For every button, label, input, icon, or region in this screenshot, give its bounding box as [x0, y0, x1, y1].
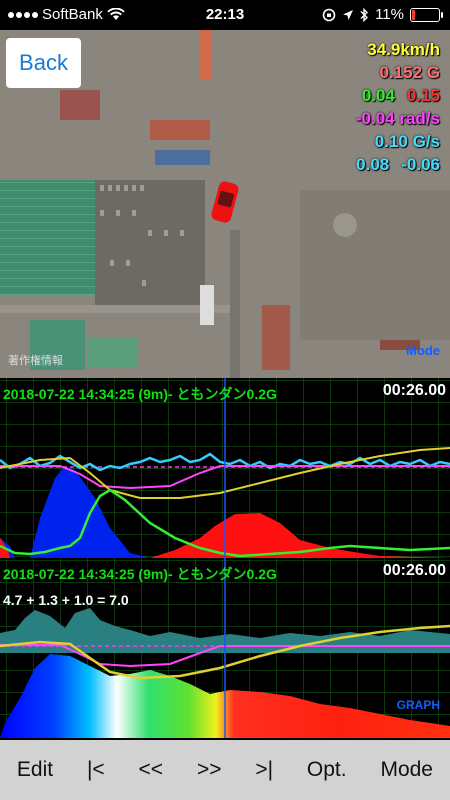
mode-button[interactable]: Mode: [380, 758, 433, 781]
bluetooth-icon: [360, 7, 369, 22]
graph-1-header: 2018-07-22 14:34:25 (9m)- ともンダン0.2G: [3, 386, 277, 402]
graph-1-yellow-line: [0, 447, 450, 499]
wifi-icon: [107, 8, 125, 20]
graph-2-yellow-line: [0, 624, 450, 680]
graph-2-magenta-line: [0, 644, 450, 668]
back-button[interactable]: Back: [6, 38, 81, 88]
graph-1-canvas: [0, 378, 450, 558]
options-button[interactable]: Opt.: [306, 758, 347, 781]
graph-panel-2[interactable]: 2018-07-22 14:34:25 (9m)- ともンダン0.2G 00:2…: [0, 558, 450, 738]
rewind-button[interactable]: <<: [138, 758, 164, 781]
g-rate-readout: 0.10 G/s: [374, 132, 440, 151]
edit-button[interactable]: Edit: [16, 758, 54, 781]
graph-2-formula: 4.7 + 1.3 + 1.0 = 7.0: [3, 592, 129, 608]
g-force-readout: 0.152 G: [379, 63, 441, 82]
g-rate-split-readout: 0.08 -0.06: [344, 153, 440, 176]
map-imagery: [0, 30, 450, 378]
status-right: 11%: [322, 6, 443, 23]
first-frame-button[interactable]: |<: [86, 758, 105, 781]
graph-2-canvas: [0, 558, 450, 738]
carrier-name: SoftBank: [42, 6, 103, 23]
map-copyright-link[interactable]: 著作権情報: [8, 355, 63, 367]
map-mode-button[interactable]: Mode: [406, 343, 440, 358]
graph-1-magenta-line: [0, 465, 450, 490]
fast-forward-button[interactable]: >>: [196, 758, 222, 781]
graph-2-header: 2018-07-22 14:34:25 (9m)- ともンダン0.2G: [3, 566, 277, 582]
graph-2-teal-area: [0, 608, 450, 653]
g-rate-left-value: 0.08: [356, 155, 390, 174]
status-bar: SoftBank 22:13 11%: [0, 0, 450, 30]
last-frame-button[interactable]: >|: [255, 758, 274, 781]
g-left-value: 0.04: [361, 86, 395, 105]
bottom-toolbar: Edit |< << >> >| Opt. Mode: [0, 740, 450, 800]
rotation-readout: -0.04 rad/s: [355, 109, 440, 128]
carrier-info: SoftBank: [8, 6, 125, 23]
location-arrow-icon: [343, 9, 354, 20]
g-rate-right-value: -0.06: [401, 155, 440, 174]
clock: 22:13: [205, 6, 245, 23]
g-split-readout: 0.04 0.15: [344, 84, 440, 107]
satellite-map[interactable]: Back 34.9km/h 0.152 G 0.04 0.15 -0.04 rad…: [0, 30, 450, 378]
telemetry-overlay: 34.9km/h 0.152 G 0.04 0.15 -0.04 rad/s 0.…: [344, 38, 440, 176]
battery-percent: 11%: [375, 6, 404, 23]
car-marker: [211, 181, 239, 223]
graph-mode-button[interactable]: GRAPH: [396, 698, 440, 712]
speed-readout: 34.9km/h: [367, 40, 440, 59]
graph-1-timer: 00:26.00: [382, 382, 446, 399]
g-right-value: 0.15: [406, 86, 440, 105]
battery-icon: [410, 7, 443, 22]
signal-icon: [8, 11, 38, 18]
graph-2-timer: 00:26.00: [382, 562, 446, 579]
graph-1-green-line: [0, 488, 450, 558]
graph-panel-1[interactable]: 2018-07-22 14:34:25 (9m)- ともンダン0.2G 00:2…: [0, 378, 450, 558]
orientation-lock-icon: [322, 8, 336, 21]
